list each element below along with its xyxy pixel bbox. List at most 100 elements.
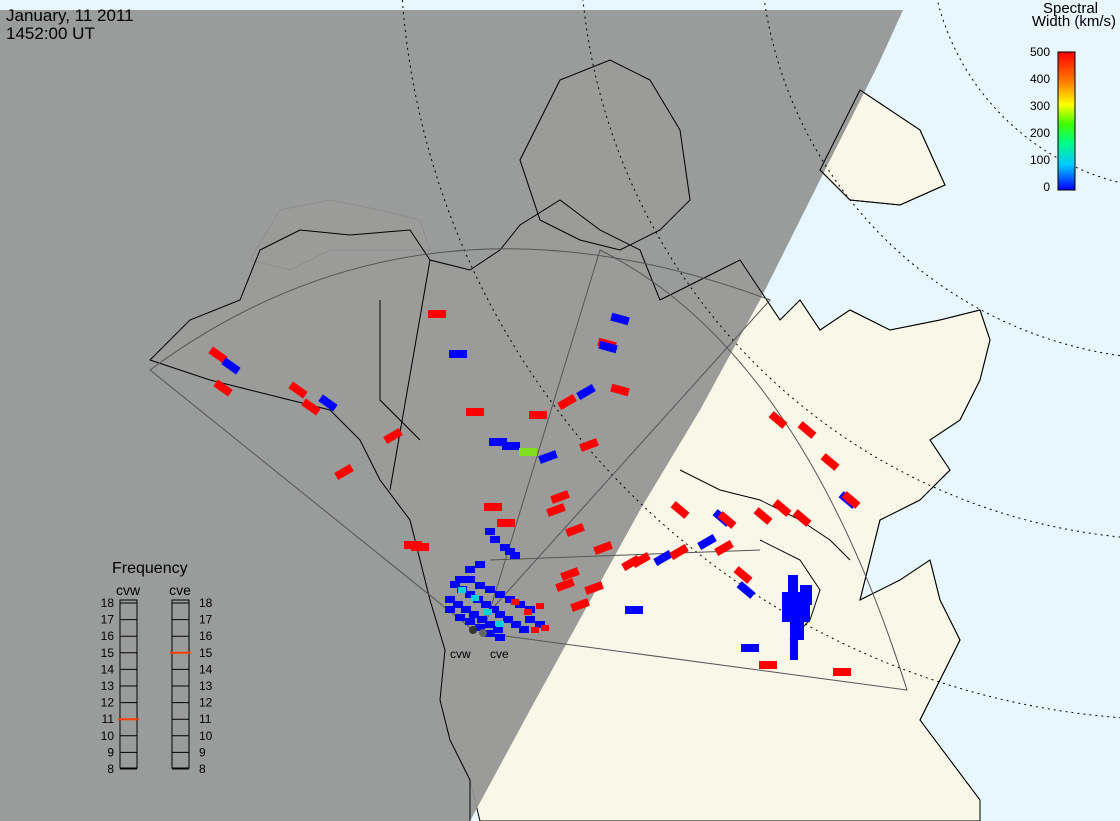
data-cell — [485, 586, 495, 593]
data-cell — [519, 448, 537, 456]
colorbar-unit: Width (km/s) — [1031, 13, 1116, 30]
data-cell — [301, 398, 321, 416]
data-cell — [458, 587, 466, 593]
data-cell — [449, 350, 467, 358]
frequency-gauge-frame — [171, 599, 190, 769]
data-cell — [753, 507, 773, 525]
data-cell — [555, 578, 575, 592]
data-cell — [536, 603, 544, 609]
frequency-level-label: 8 — [107, 762, 114, 776]
data-cell — [469, 611, 479, 618]
spectral-width-cells — [208, 310, 861, 676]
data-cell — [736, 581, 756, 599]
coastlines — [149, 59, 991, 821]
frequency-level-label: 18 — [199, 596, 213, 610]
data-cell — [495, 611, 505, 618]
colorbar-tick-label: 0 — [1043, 180, 1050, 194]
data-cell — [570, 598, 590, 612]
frequency-title: Frequency — [112, 560, 188, 577]
data-cell — [510, 552, 520, 559]
data-cell — [485, 621, 495, 628]
data-cell — [593, 541, 613, 555]
data-cell — [489, 606, 499, 613]
frequency-radar-name: cve — [169, 582, 191, 598]
data-cell — [560, 567, 580, 581]
data-cell — [453, 601, 463, 608]
data-cell — [511, 599, 519, 605]
frequency-level-label: 17 — [101, 613, 115, 627]
frequency-level-label: 10 — [101, 729, 115, 743]
time-label: 1452:00 UT — [6, 24, 95, 43]
fov-cvw — [149, 248, 771, 631]
data-cell — [610, 383, 630, 397]
data-cell — [445, 596, 455, 603]
radar-site-cve — [479, 629, 487, 637]
data-cell — [383, 428, 403, 444]
data-cell — [485, 630, 495, 637]
data-cell — [790, 640, 798, 660]
data-cell — [505, 548, 515, 555]
data-cell — [318, 394, 338, 412]
data-cell — [495, 591, 505, 598]
data-cell — [493, 626, 503, 633]
data-cell — [790, 620, 804, 640]
frequency-level-label: 15 — [199, 646, 213, 660]
data-cell — [411, 543, 429, 551]
colorbar-tick-label: 300 — [1030, 99, 1050, 113]
data-cell — [503, 616, 513, 623]
data-cell — [477, 616, 487, 623]
data-cell — [529, 411, 547, 419]
frequency-level-label: 11 — [199, 712, 212, 726]
data-cell — [475, 582, 485, 589]
radar-label-cvw: cvw — [450, 647, 471, 661]
frequency-level-label: 9 — [199, 745, 206, 759]
data-cell — [670, 501, 690, 519]
fov-line — [489, 549, 761, 561]
radar-label-cve: cve — [490, 647, 509, 661]
data-cell — [495, 634, 505, 641]
data-cell — [496, 621, 504, 627]
data-cell — [511, 621, 521, 628]
date-label: January, 11 2011 — [6, 6, 134, 25]
data-cell — [741, 644, 759, 652]
frequency-level-label: 17 — [199, 613, 213, 627]
frequency-level-label: 12 — [199, 696, 213, 710]
data-cell — [213, 379, 233, 397]
data-cell — [576, 384, 596, 400]
colorbar-gradient — [1057, 51, 1076, 191]
fov-cve — [482, 249, 908, 691]
data-cell — [550, 490, 570, 504]
data-cell — [524, 609, 532, 615]
data-cell — [505, 596, 515, 603]
data-cell — [579, 438, 599, 452]
data-cell — [797, 421, 817, 439]
data-cell — [466, 408, 484, 416]
data-cell — [557, 394, 577, 410]
frequency-level-label: 18 — [101, 596, 115, 610]
frequency-level-label: 16 — [101, 629, 115, 643]
data-cell — [833, 668, 851, 676]
data-cell — [334, 464, 354, 480]
data-cell — [428, 310, 446, 318]
data-cell — [717, 511, 737, 529]
data-cell — [519, 626, 529, 633]
frequency-level-label: 14 — [199, 662, 213, 676]
data-cell — [502, 442, 520, 450]
data-cell — [497, 519, 515, 527]
data-cell — [455, 614, 465, 621]
data-cell — [221, 357, 241, 375]
data-cell — [541, 625, 549, 631]
frequency-level-label: 15 — [101, 646, 115, 660]
data-cell — [772, 499, 792, 517]
data-cell — [500, 544, 510, 551]
colorbar-tick-label: 200 — [1030, 126, 1050, 140]
data-cell — [841, 491, 861, 509]
data-cell — [546, 503, 566, 517]
frequency-level-label: 9 — [107, 745, 114, 759]
data-cell — [525, 616, 535, 623]
data-cell — [598, 340, 618, 354]
frequency-level-label: 13 — [199, 679, 213, 693]
data-cell — [471, 595, 479, 601]
frequency-level-label: 12 — [101, 696, 115, 710]
frequency-gauge-frame — [119, 599, 138, 769]
